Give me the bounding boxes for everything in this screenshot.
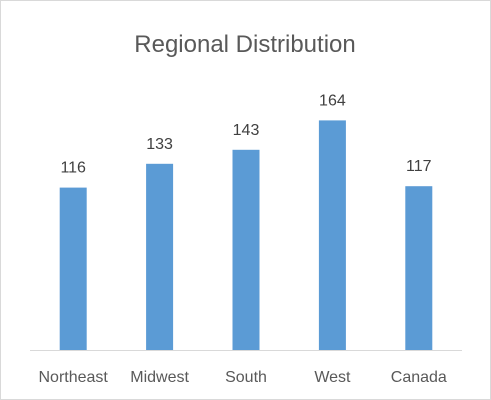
data-labels-group: 116 133 143 164 117 xyxy=(60,92,431,176)
data-label-canada: 117 xyxy=(406,158,432,175)
data-label-midwest: 133 xyxy=(146,136,173,153)
x-tick-label-canada: Canada xyxy=(391,369,447,386)
bars-group xyxy=(59,120,433,351)
x-tick-labels-group: Northeast Midwest South West Canada xyxy=(39,369,447,386)
bar-midwest xyxy=(146,163,174,350)
data-label-northeast: 116 xyxy=(60,160,86,177)
bar-canada xyxy=(405,186,433,350)
bar-northeast xyxy=(59,187,87,350)
x-tick-label-south: South xyxy=(225,369,267,386)
data-label-south: 143 xyxy=(233,122,260,139)
x-tick-label-midwest: Midwest xyxy=(130,369,189,386)
x-tick-label-west: West xyxy=(314,369,351,386)
bar-west xyxy=(318,120,346,351)
x-tick-label-northeast: Northeast xyxy=(39,369,109,386)
chart-title: Regional Distribution xyxy=(134,31,355,58)
data-label-west: 164 xyxy=(319,92,346,109)
bar-south xyxy=(232,149,260,350)
